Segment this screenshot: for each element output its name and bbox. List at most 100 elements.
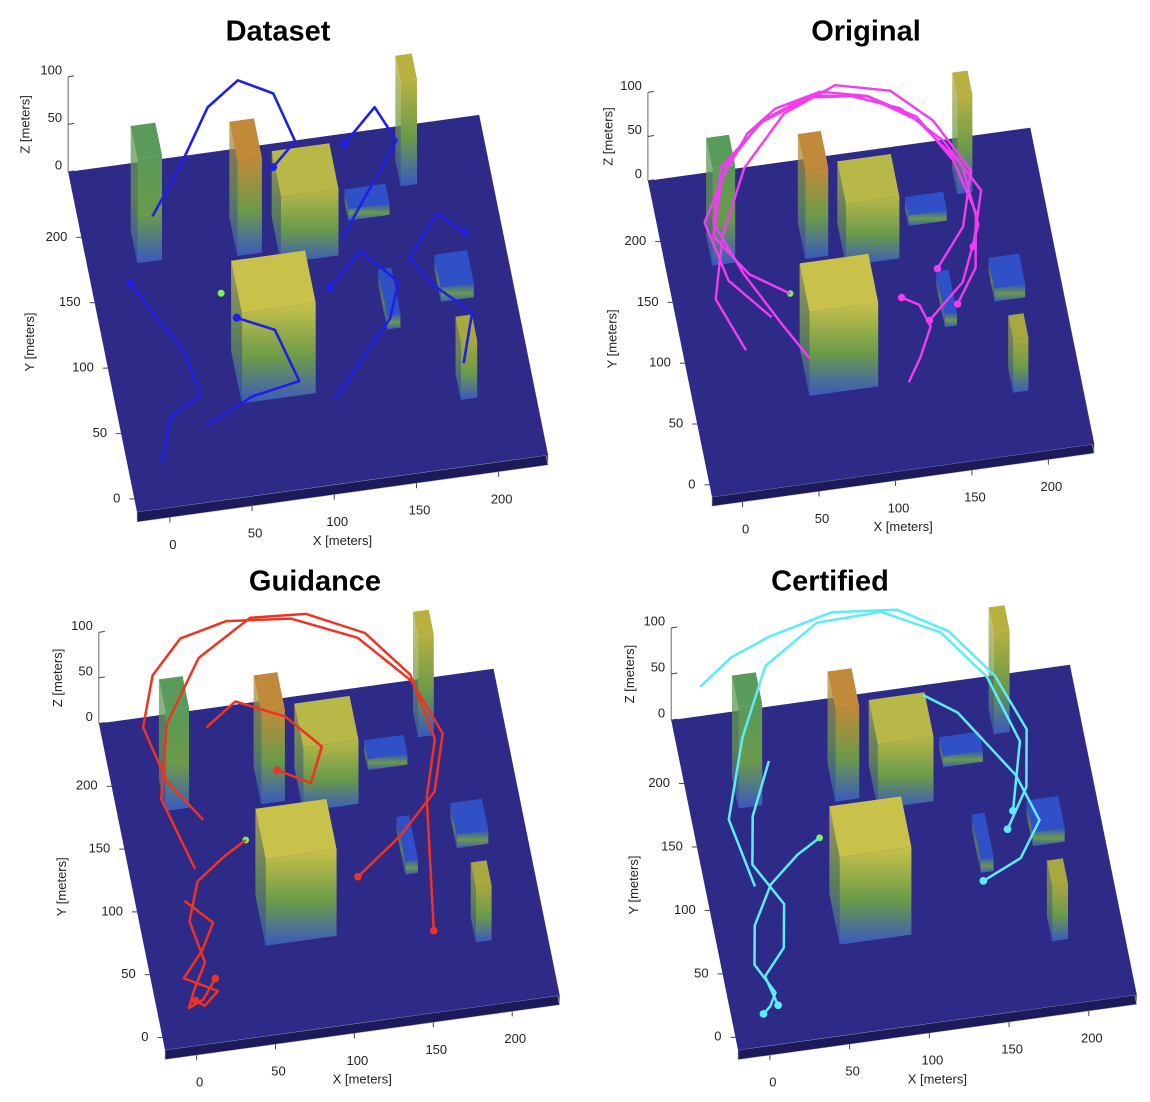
z-tick-label: 100: [620, 78, 642, 93]
z-tick: [647, 179, 655, 182]
obstacle: [827, 668, 860, 802]
z-tick-label: 100: [71, 618, 93, 633]
trajectory-end: [933, 264, 942, 273]
trajectory-end: [979, 877, 988, 885]
obstacle-front: [1052, 883, 1068, 942]
trajectory-end: [897, 293, 906, 302]
x-tick-label: 200: [1081, 1030, 1103, 1045]
x-axis-label: X [meters]: [333, 1072, 392, 1087]
trajectory: [699, 608, 1028, 830]
y-tick-label: 0: [113, 490, 120, 505]
obstacle-front: [994, 284, 1026, 302]
obstacle-left: [1046, 860, 1053, 942]
z-tick-label: 100: [40, 62, 62, 77]
x-tick-label: 0: [742, 521, 749, 536]
z-tick: [647, 90, 655, 93]
trajectory-end: [126, 278, 135, 287]
obstacle-left: [837, 161, 846, 266]
obstacle-top: [364, 734, 408, 760]
trajectory-end: [232, 313, 241, 322]
obstacle-front: [845, 196, 900, 266]
obstacle: [413, 609, 434, 738]
obstacle-top: [988, 605, 1010, 633]
y-tick-label: 0: [141, 1029, 148, 1044]
obstacle-top: [450, 798, 489, 835]
obstacle-front: [418, 634, 434, 738]
z-tick: [68, 122, 75, 125]
obstacle-left: [396, 817, 406, 875]
obstacle-top: [470, 860, 492, 888]
obstacle-front: [835, 706, 860, 802]
x-tick-label: 100: [347, 1053, 369, 1068]
obstacle-front: [405, 859, 418, 875]
panel-title: Dataset: [226, 16, 331, 48]
obstacle: [936, 269, 957, 328]
obstacle-front: [367, 753, 408, 771]
x-tick-label: 200: [491, 491, 513, 506]
obstacle-front: [137, 155, 162, 264]
obstacle-front: [348, 203, 390, 221]
z-tick-label: 50: [78, 663, 92, 678]
obstacle: [455, 314, 478, 400]
obstacle-top: [231, 250, 316, 314]
obstacle: [829, 796, 912, 945]
obstacle-top: [952, 70, 973, 97]
trajectory: [182, 899, 220, 1008]
z-tick: [671, 718, 678, 721]
obstacle: [1008, 313, 1029, 393]
x-tick-label: 150: [964, 490, 986, 505]
x-tick-label: 150: [1001, 1042, 1023, 1057]
trajectory-end: [774, 1001, 783, 1010]
obstacle-top: [294, 695, 359, 748]
obstacle-top: [797, 130, 829, 171]
x-tick-label: 200: [504, 1031, 526, 1046]
x-tick-label: 0: [196, 1075, 203, 1090]
obstacle-left: [936, 271, 945, 328]
obstacle-left: [939, 737, 943, 768]
obstacle-top: [434, 250, 474, 288]
obstacle: [1046, 858, 1068, 942]
trajectory: [753, 836, 821, 1015]
obstacle-front: [1013, 337, 1029, 393]
obstacle-front: [908, 210, 947, 226]
obstacle: [939, 731, 983, 768]
z-tick-label: 50: [627, 122, 641, 137]
trajectory: [205, 700, 324, 785]
trajectory: [151, 79, 297, 218]
obstacle-front: [1032, 827, 1065, 847]
x-tick-label: 150: [425, 1042, 447, 1057]
trajectory: [751, 760, 786, 1006]
obstacle: [130, 122, 162, 264]
y-tick-label: 50: [121, 966, 135, 981]
x-tick-label: 150: [409, 503, 431, 518]
obstacle-left: [1008, 315, 1014, 393]
obstacle-top: [799, 253, 879, 312]
obstacle-top: [1046, 858, 1068, 886]
obstacle-left: [797, 134, 806, 259]
obstacle-top: [904, 191, 947, 216]
trajectory: [703, 94, 983, 319]
z-tick-label: 0: [658, 706, 665, 721]
obstacle-top: [130, 122, 162, 159]
trajectory-end: [1003, 825, 1012, 834]
obstacle-front: [980, 857, 994, 873]
obstacle-left: [364, 740, 368, 771]
trajectory-end: [326, 283, 335, 292]
obstacle: [395, 53, 417, 187]
z-tick: [98, 722, 105, 725]
trajectory-end: [211, 974, 220, 983]
y-tick-label: 200: [46, 229, 68, 244]
obstacle-left: [294, 703, 304, 812]
y-axis-label: Y [meters]: [604, 309, 619, 368]
x-tick-label: 100: [922, 1053, 944, 1068]
trajectory-end: [953, 300, 962, 308]
obstacle-front: [265, 849, 337, 946]
obstacle-top: [868, 692, 934, 745]
trajectory-end: [1009, 806, 1017, 815]
trajectory: [727, 610, 1022, 887]
obstacle-top: [344, 183, 390, 210]
obstacle: [158, 676, 189, 812]
obstacle-left: [229, 121, 238, 256]
y-axis-label: Y [meters]: [22, 312, 37, 371]
trajectory: [408, 212, 474, 364]
